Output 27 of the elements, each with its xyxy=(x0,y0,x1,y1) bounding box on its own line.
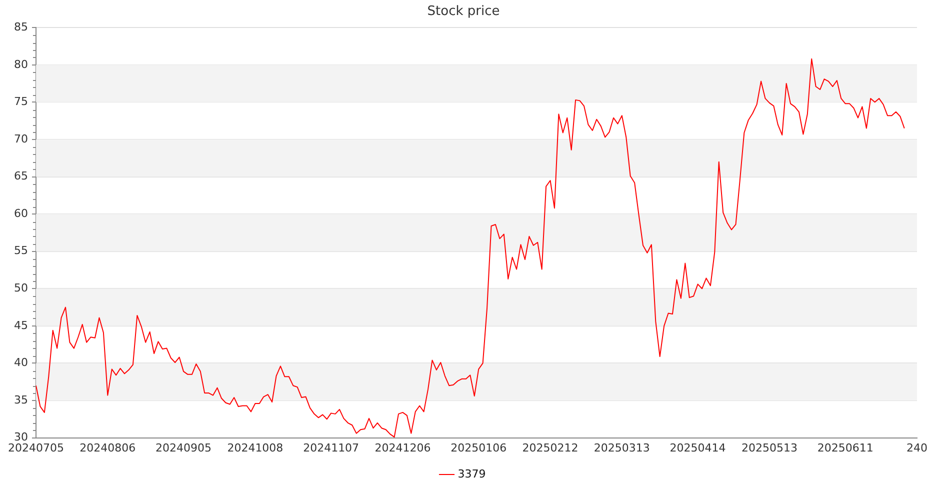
y-tick-label: 75 xyxy=(14,95,28,108)
y-tick-label: 45 xyxy=(14,318,28,332)
x-tick-label: 20250414 xyxy=(670,441,726,454)
x-tick-label: 20250513 xyxy=(741,441,798,454)
y-tick-label: 80 xyxy=(14,58,28,71)
y-tick-label: 65 xyxy=(14,170,28,183)
x-tick-label: 20240806 xyxy=(80,441,136,454)
y-tick-label: 70 xyxy=(14,132,28,146)
x-tick-label: 20241008 xyxy=(227,441,284,454)
x-tick-label: 20250106 xyxy=(450,441,507,454)
x-tick-label: 20241206 xyxy=(374,441,431,454)
x-tick-label: 20241107 xyxy=(303,441,360,454)
y-tick-label: 55 xyxy=(14,244,28,258)
x-tick-label: 20250313 xyxy=(594,441,650,454)
y-tick-label: 60 xyxy=(14,206,28,220)
x-tick-label: 20240905 xyxy=(156,441,212,454)
y-tick-label: 35 xyxy=(14,393,28,406)
legend-label: 3379 xyxy=(458,467,486,480)
x-tick-label: 20250212 xyxy=(522,441,578,454)
x-tick-label: 240 xyxy=(906,441,928,454)
chart-title: Stock price xyxy=(427,4,500,20)
x-tick-label: 20250611 xyxy=(817,441,874,454)
y-tick-label: 50 xyxy=(14,281,28,294)
y-tick-label: 30 xyxy=(14,430,28,444)
y-tick-label: 40 xyxy=(14,356,28,370)
y-tick-label: 85 xyxy=(14,20,28,34)
x-tick-label: 20240705 xyxy=(8,441,64,454)
